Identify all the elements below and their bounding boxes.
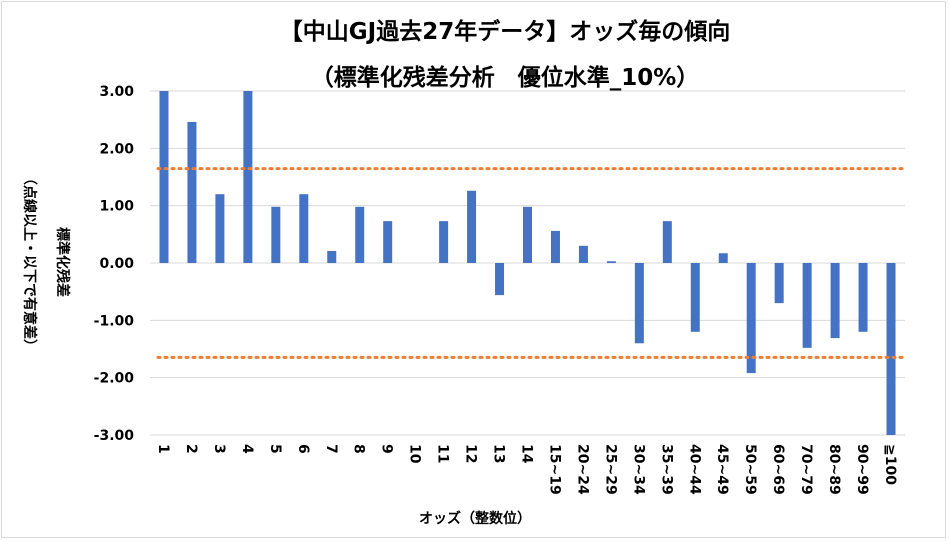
- bar: [634, 263, 644, 344]
- x-tick-label: 8: [351, 444, 367, 454]
- bar: [746, 263, 756, 374]
- bar: [439, 221, 449, 263]
- x-tick-label: 5: [267, 444, 283, 454]
- chart-title: 【中山GJ過去27年データ】オッズ毎の傾向: [280, 18, 730, 45]
- x-tick-label: 14: [519, 444, 535, 464]
- bar: [355, 206, 365, 263]
- y-axis-label-note: （点線以上・以下で有意差）: [21, 171, 38, 353]
- bar: [578, 245, 588, 263]
- bar: [299, 194, 309, 263]
- y-tick-label: -3.00: [94, 428, 135, 444]
- bar: [858, 263, 868, 332]
- x-tick-label: 70~79: [798, 444, 814, 495]
- bar: [802, 263, 812, 348]
- x-tick-label: 12: [463, 444, 479, 463]
- bar: [467, 190, 477, 263]
- x-tick-label: 90~99: [854, 444, 870, 495]
- bar: [327, 250, 337, 263]
- y-tick-label: -1.00: [94, 313, 135, 329]
- x-axis-label: オッズ（整数位）: [419, 510, 531, 527]
- bar: [495, 263, 505, 296]
- x-tick-label: 20~24: [574, 444, 590, 495]
- x-tick-label: 4: [239, 444, 255, 454]
- x-tick-label: 11: [435, 444, 451, 463]
- x-tick-label: 7: [323, 444, 339, 454]
- x-tick-label: 6: [295, 444, 311, 454]
- bar: [774, 263, 784, 304]
- x-tick-label: 9: [379, 444, 395, 454]
- x-tick-label: 10: [407, 444, 423, 464]
- bar: [606, 261, 616, 263]
- bar: [523, 206, 532, 263]
- x-tick-label: 40~44: [686, 444, 702, 495]
- x-tick-label: 35~39: [658, 444, 674, 495]
- bar: [215, 194, 225, 263]
- x-tick-label: 13: [491, 444, 507, 463]
- y-tick-label: 2.00: [99, 141, 134, 157]
- x-tick-label: 80~89: [826, 444, 842, 495]
- x-tick-label: 30~34: [630, 444, 646, 495]
- bar: [271, 206, 281, 263]
- bar: [383, 221, 393, 263]
- y-axis-label: 標準化残差: [54, 227, 71, 297]
- x-tick-label: 45~49: [714, 444, 730, 495]
- y-tick-label: 3.00: [99, 84, 134, 100]
- x-tick-label: 25~29: [602, 444, 618, 495]
- y-tick-label: -2.00: [94, 371, 135, 387]
- bar: [830, 263, 840, 339]
- x-tick-label: ≧100: [882, 444, 898, 485]
- x-tick-label: 2: [183, 444, 199, 454]
- bar: [662, 221, 672, 263]
- chart-subtitle: （標準化残差分析 優位水準_10%）: [311, 64, 700, 91]
- bar: [159, 91, 169, 263]
- y-tick-label: 0.00: [99, 256, 134, 272]
- x-tick-label: 15~19: [546, 444, 562, 495]
- bar: [550, 230, 560, 263]
- bar: [187, 121, 197, 264]
- y-tick-label: 1.00: [99, 199, 134, 215]
- bar: [690, 263, 700, 332]
- x-tick-label: 3: [211, 444, 227, 454]
- x-tick-label: 50~59: [742, 444, 758, 495]
- bar: [886, 263, 896, 435]
- bar: [243, 91, 253, 263]
- x-tick-label: 1: [155, 444, 171, 454]
- x-tick-label: 60~69: [770, 444, 786, 495]
- bar: [718, 253, 728, 263]
